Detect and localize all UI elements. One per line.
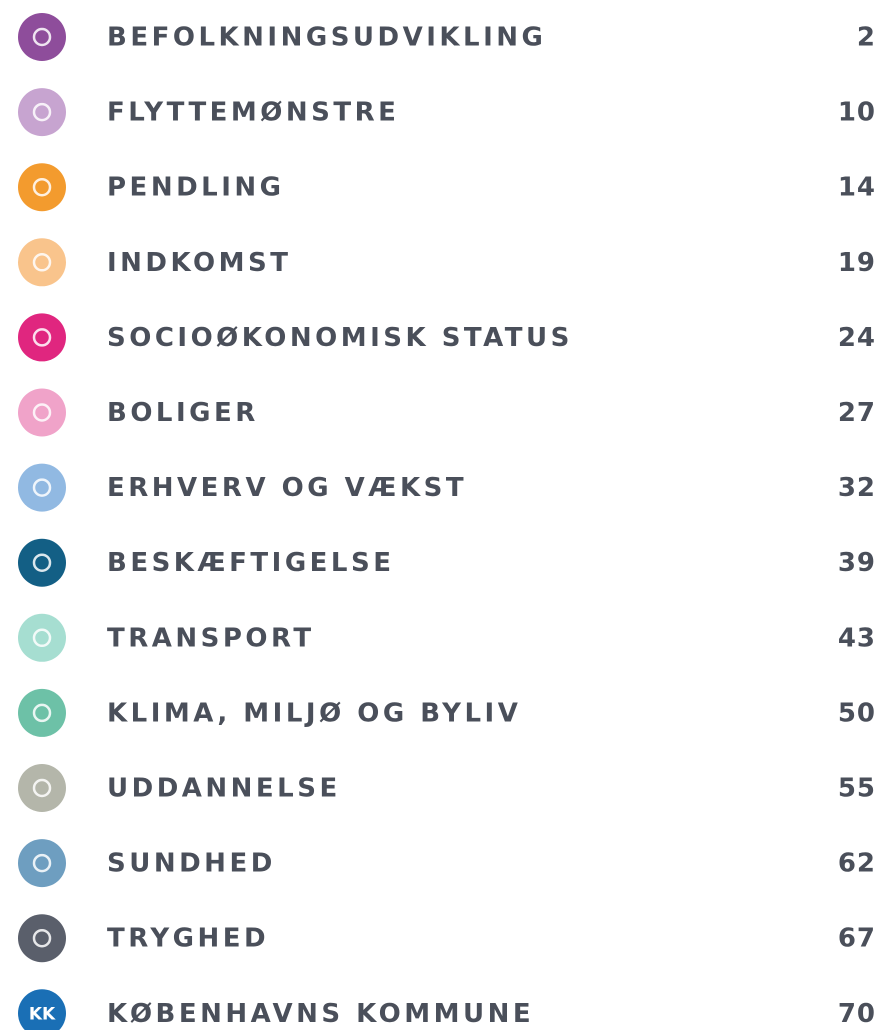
page-number: 55 bbox=[838, 774, 876, 804]
section-icon bbox=[18, 388, 66, 437]
section-title: KLIMA, MILJØ OG BYLIV bbox=[107, 698, 521, 728]
section-title: FLYTTEMØNSTRE bbox=[107, 98, 399, 128]
section-icon bbox=[18, 313, 66, 362]
icon-glyph bbox=[32, 628, 52, 648]
page-number: 39 bbox=[838, 548, 876, 578]
section-icon bbox=[18, 839, 66, 888]
section-icon bbox=[18, 13, 66, 61]
icon-glyph bbox=[32, 703, 52, 723]
icon-glyph bbox=[32, 778, 52, 798]
section-title: SOCIOØKONOMISK STATUS bbox=[107, 323, 573, 353]
page-number: 2 bbox=[857, 23, 876, 53]
section-icon bbox=[18, 989, 66, 1030]
icon-glyph bbox=[32, 253, 52, 272]
icon-glyph bbox=[32, 553, 52, 572]
page-number: 50 bbox=[838, 698, 876, 728]
icon-glyph bbox=[32, 328, 52, 347]
section-icon bbox=[18, 163, 66, 212]
section-title: KØBENHAVNS KOMMUNE bbox=[107, 999, 534, 1029]
icon-glyph bbox=[32, 177, 52, 197]
section-title: ERHVERV OG VÆKST bbox=[107, 473, 467, 503]
page-number: 67 bbox=[838, 924, 876, 954]
section-icon bbox=[18, 538, 66, 587]
icon-glyph bbox=[32, 853, 52, 873]
section-title: BEFOLKNINGSUDVIKLING bbox=[107, 23, 546, 53]
page-number: 27 bbox=[838, 398, 876, 428]
page-number: 62 bbox=[838, 849, 876, 879]
page-number: 24 bbox=[838, 323, 876, 353]
icon-glyph bbox=[32, 102, 52, 122]
section-title: BESKÆFTIGELSE bbox=[107, 548, 395, 578]
section-icon bbox=[18, 463, 66, 512]
icon-glyph bbox=[32, 478, 52, 497]
section-icon bbox=[18, 88, 66, 137]
page-number: 14 bbox=[838, 173, 876, 203]
icon-glyph bbox=[32, 403, 52, 422]
page-number: 19 bbox=[838, 248, 876, 278]
page-number: 32 bbox=[838, 473, 876, 503]
section-title: BOLIGER bbox=[107, 398, 259, 428]
section-title: TRYGHED bbox=[107, 924, 269, 954]
icon-glyph bbox=[32, 928, 52, 948]
section-icon bbox=[18, 688, 66, 737]
icon-glyph bbox=[32, 27, 52, 47]
section-title: SUNDHED bbox=[107, 849, 276, 879]
section-title: TRANSPORT bbox=[107, 623, 315, 653]
page-number: 43 bbox=[838, 623, 876, 653]
section-icon bbox=[18, 764, 66, 812]
section-icon bbox=[18, 238, 66, 287]
section-title: UDDANNELSE bbox=[107, 774, 341, 804]
page-number: 10 bbox=[838, 98, 876, 128]
section-title: INDKOMST bbox=[107, 248, 291, 278]
section-title: PENDLING bbox=[107, 173, 285, 203]
section-icon bbox=[18, 914, 66, 963]
section-icon bbox=[18, 613, 66, 662]
icon-label: KK bbox=[29, 1004, 56, 1024]
page-number: 70 bbox=[838, 999, 876, 1029]
